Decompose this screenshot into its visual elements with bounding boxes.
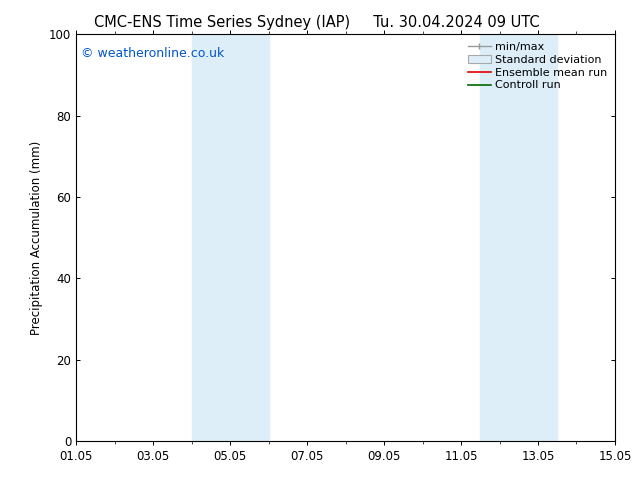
Text: CMC-ENS Time Series Sydney (IAP)     Tu. 30.04.2024 09 UTC: CMC-ENS Time Series Sydney (IAP) Tu. 30.… [94, 15, 540, 30]
Legend: min/max, Standard deviation, Ensemble mean run, Controll run: min/max, Standard deviation, Ensemble me… [466, 40, 609, 93]
Bar [191, 34, 269, 441]
Bar [480, 34, 557, 441]
Y-axis label: Precipitation Accumulation (mm): Precipitation Accumulation (mm) [30, 141, 43, 335]
Text: © weatheronline.co.uk: © weatheronline.co.uk [81, 47, 224, 59]
